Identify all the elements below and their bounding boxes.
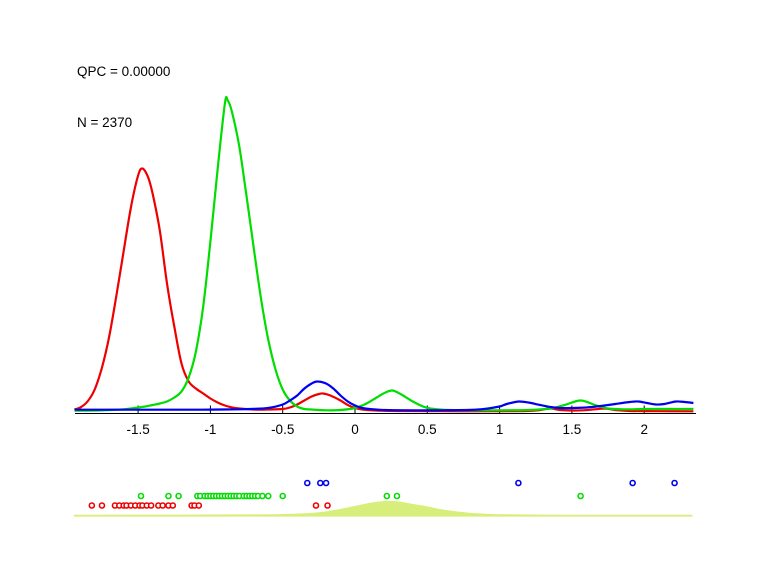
x-tick-label: 1.5 xyxy=(563,422,582,437)
rug-point-green xyxy=(264,492,272,500)
density-curve-blue xyxy=(74,380,694,412)
rug-point-green xyxy=(165,492,172,500)
rug-point-red xyxy=(324,502,331,509)
rug-point-green xyxy=(393,492,401,500)
density-curve-red xyxy=(74,167,694,413)
x-tick-label: 0 xyxy=(351,422,359,437)
x-tick-label: -1.5 xyxy=(126,422,149,437)
pooled-density-area xyxy=(73,500,693,517)
density-curve-green xyxy=(74,96,694,412)
x-tick-label: -0.5 xyxy=(271,422,294,437)
rug-point-red xyxy=(88,502,96,509)
x-tick-label: 1 xyxy=(496,422,504,437)
annotation-block: QPC = 0.00000 N = 2370 xyxy=(77,29,170,165)
rug-point-green xyxy=(577,492,584,500)
rug-point-green xyxy=(175,492,182,500)
qpc-value-label: QPC = 0.00000 xyxy=(77,64,171,79)
rug-point-red xyxy=(98,502,106,509)
rug-point-blue xyxy=(303,479,311,487)
rug-point-red xyxy=(195,502,203,509)
x-tick-label: -1 xyxy=(204,422,216,437)
rug-point-green xyxy=(383,492,391,500)
rug-point-red xyxy=(169,502,177,509)
x-tick-label: 0.5 xyxy=(418,422,437,437)
rug-point-red xyxy=(159,502,166,509)
rug-point-red xyxy=(147,502,155,509)
sample-count-label: N = 2370 xyxy=(77,115,133,130)
x-tick-label: 2 xyxy=(640,422,648,437)
rug-point-blue xyxy=(671,479,678,487)
rug-point-blue xyxy=(629,479,636,487)
rug-point-green xyxy=(137,492,145,500)
rug-point-green xyxy=(279,492,287,500)
rug-point-green xyxy=(259,492,266,500)
rug-point-blue xyxy=(316,479,324,487)
rug-point-blue xyxy=(515,479,522,487)
rug-point-blue xyxy=(322,479,330,487)
rug-point-red xyxy=(312,502,320,509)
